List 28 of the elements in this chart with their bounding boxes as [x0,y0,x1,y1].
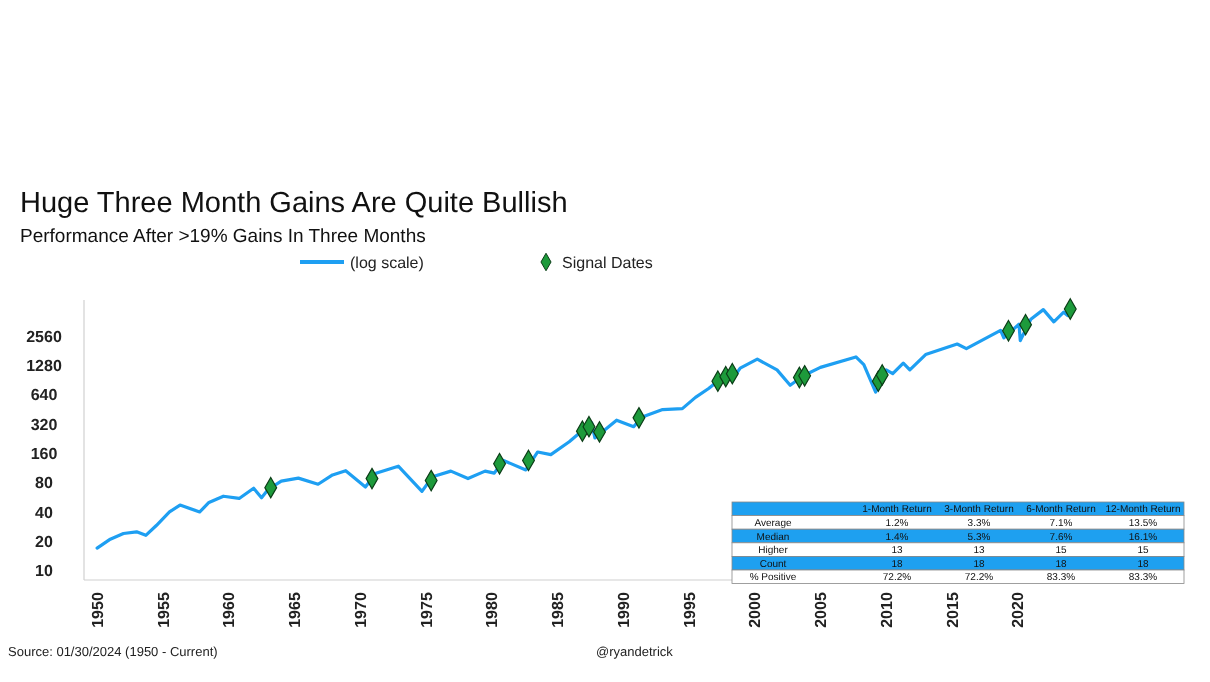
x-tick-label: 1965 [286,591,305,628]
chart-title: Huge Three Month Gains Are Quite Bullish [20,188,568,220]
y-tick-label: 1280 [26,356,63,375]
x-tick-label: 2020 [1009,591,1028,628]
x-tick-label: 1990 [614,591,633,628]
y-tick-label: 160 [30,444,59,463]
legend-label: Signal Dates [562,253,653,272]
x-tick-label: 2010 [877,591,896,628]
chart-subtitle: Performance After >19% Gains In Three Months [20,226,427,248]
x-tick-label: 2005 [812,591,831,628]
y-tick-label: 320 [30,415,59,434]
legend-label: (log scale) [350,253,425,272]
y-tick-label: 2560 [26,327,63,346]
x-tick-label: 1985 [549,591,568,628]
y-tick-label: 40 [35,503,54,522]
x-tick-label: 2015 [943,591,962,628]
y-tick-label: 80 [35,474,54,493]
x-tick-label: 2000 [746,591,765,628]
x-tick-label: 1970 [351,591,370,628]
y-tick-label: 640 [30,386,59,405]
x-tick-label: 1950 [88,591,107,628]
x-tick-label: 1980 [483,591,502,628]
y-tick-label: 10 [35,562,54,581]
x-tick-label: 1995 [680,591,699,628]
x-tick-label: 1975 [417,591,436,628]
x-tick-label: 1955 [154,591,173,628]
y-tick-label: 20 [35,532,54,551]
x-tick-label: 1960 [220,591,239,628]
